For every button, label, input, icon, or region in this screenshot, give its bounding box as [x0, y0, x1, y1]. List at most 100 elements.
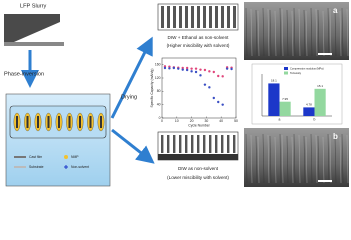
streak — [245, 7, 248, 57]
legend-swatch — [284, 67, 288, 70]
data-point — [190, 67, 193, 70]
data-point — [221, 75, 224, 78]
bar — [303, 107, 315, 116]
structure-columns — [158, 135, 238, 160]
streak — [267, 134, 270, 184]
column — [215, 135, 218, 153]
slurry-film — [4, 42, 64, 46]
streak — [293, 133, 296, 184]
streak — [327, 7, 330, 57]
legend-swatch — [284, 71, 288, 75]
pore-core — [68, 116, 71, 128]
streak — [281, 134, 284, 184]
substrate — [158, 154, 238, 160]
column — [185, 6, 188, 28]
column — [173, 6, 176, 28]
sem-image-a — [244, 2, 349, 60]
x-axis-label: Cycle Number — [188, 123, 210, 127]
column — [221, 6, 224, 28]
y-tick-label: 80 — [157, 89, 161, 93]
y-tick-label: 0 — [159, 116, 161, 120]
streak — [317, 9, 320, 57]
scale-bar — [318, 180, 332, 182]
streak — [322, 10, 325, 57]
column — [197, 135, 200, 153]
process-label: Phase-inversion — [4, 71, 44, 77]
pore-core — [89, 116, 92, 128]
streak — [317, 135, 320, 184]
streak — [274, 10, 277, 57]
legend-label: Compression modulus (MPa) — [290, 66, 324, 70]
data-point — [168, 65, 171, 68]
condition-subtitle: (Higher miscibility with solvent) — [167, 43, 230, 48]
legend-label: Substrate — [29, 165, 44, 169]
data-point — [181, 66, 184, 70]
x-tick-label: b — [314, 117, 316, 121]
streak — [339, 10, 342, 57]
streak — [303, 135, 306, 184]
streak — [315, 8, 318, 57]
y-tick-label: 160 — [155, 63, 161, 67]
streak — [298, 8, 301, 57]
streak — [303, 9, 306, 57]
column — [185, 135, 188, 153]
streak — [255, 9, 258, 57]
streak — [286, 9, 289, 57]
data-point — [208, 70, 211, 73]
column — [191, 135, 194, 153]
streak — [346, 134, 349, 184]
pore-core — [79, 116, 81, 128]
bar-value-label: 4.78 — [306, 103, 312, 107]
data-point — [225, 67, 229, 70]
streak — [339, 136, 342, 184]
data-point — [217, 74, 220, 78]
legend-label: Non-solvent — [71, 165, 89, 169]
pore-core — [47, 116, 50, 128]
data-point — [208, 86, 211, 89]
arrow-up — [110, 36, 153, 119]
column — [161, 135, 164, 153]
legend-label: Tortuosity — [290, 71, 302, 75]
sem-texture — [245, 133, 349, 184]
x-tick-label: 20 — [190, 119, 194, 123]
streak — [279, 133, 282, 184]
legend-label: Cast film — [29, 155, 42, 159]
streak — [298, 134, 301, 184]
column — [179, 6, 182, 28]
page: {"slurry_label": "LFP Slurry", "process_… — [4, 2, 349, 187]
condition-title: DIW + Ethanol as non-solvent — [168, 35, 230, 40]
streak — [255, 135, 258, 184]
streak — [329, 8, 332, 57]
column — [233, 6, 236, 28]
column — [161, 6, 164, 28]
streak — [279, 7, 282, 57]
streak — [286, 135, 289, 184]
data-point — [203, 68, 207, 72]
condition-subtitle: (Lower miscibility with solvent) — [167, 175, 229, 180]
slurry-coater — [4, 14, 60, 42]
data-point — [199, 68, 202, 71]
y-tick-label: 40 — [157, 103, 161, 107]
streak — [245, 133, 248, 184]
data-point — [185, 68, 189, 72]
data-point — [203, 83, 207, 86]
streak — [327, 133, 330, 184]
column — [233, 135, 236, 153]
streak — [341, 7, 344, 57]
streak — [262, 133, 265, 184]
x-tick-label: 0 — [161, 119, 163, 123]
streak — [334, 9, 337, 57]
drying-label: Drying — [121, 94, 137, 100]
streak — [346, 8, 349, 57]
pore-core — [37, 116, 39, 128]
streak — [291, 136, 294, 184]
streak — [250, 8, 253, 57]
streak — [334, 135, 337, 184]
x-tick-label: 10 — [175, 119, 179, 123]
x-tick-label: 50 — [234, 119, 238, 123]
legend-label: NMP — [71, 155, 79, 159]
slurry-label: LFP Slurry — [20, 3, 47, 9]
y-axis-label: Specific Capacity (mAh/g) — [150, 68, 154, 107]
data-point — [181, 68, 184, 71]
bar-chart-frame — [251, 63, 343, 125]
